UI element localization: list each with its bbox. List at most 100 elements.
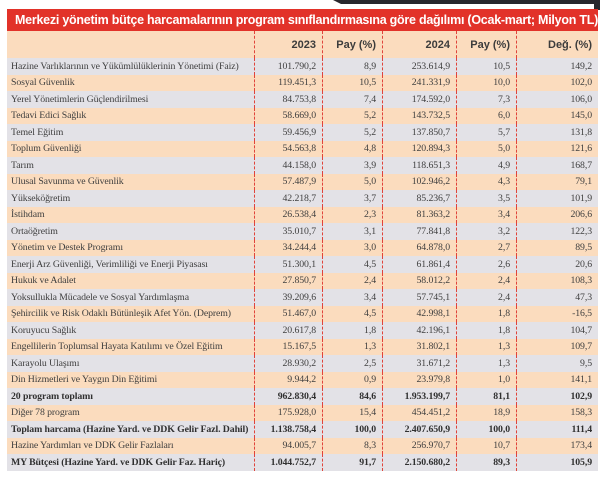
row-label: Hukuk ve Adalet [7,272,255,289]
row-label: Ulusal Savunma ve Güvenlik [7,173,255,190]
cell-pay-2023: 5,2 [323,124,383,141]
cell-2024: 2.150.680,2 [383,454,457,471]
cell-pay-2023: 1,8 [323,322,383,339]
row-label: Tedavi Edici Sağlık [7,107,255,124]
cell-change: 102,0 [570,77,592,89]
cell-pay-2023: 5,2 [323,107,383,124]
cell-pay-2023: 4,5 [323,305,383,322]
cell-2023: 57.487,9 [255,173,323,190]
header-2023: 2023 [255,31,323,58]
row-label: Sosyal Güvenlik [7,74,255,91]
table-row: Din Hizmetleri ve Yaygın Din Eğitimi 9.94… [7,371,598,388]
cell-2023: 44.158,0 [255,157,323,174]
cell-2023: 1.044.752,7 [255,454,323,471]
cell-pay-2024: 2,6 [457,256,517,273]
cell-pay-2023: 100,0 [323,421,383,438]
row-label: Hazine Yardımları ve DDK Gelir Fazlaları [7,437,255,454]
cell-pay-2024: 10,5 [457,58,517,75]
scan-artifact [333,0,600,4]
cell-pay-2023: 8,9 [323,58,383,75]
cell-pay-2024: 1,8 [457,305,517,322]
table-row: Hazine Yardımları ve DDK Gelir Fazlaları… [7,437,598,454]
cell-change: 149,2 [570,60,592,72]
cell-change: 79,1 [575,176,592,188]
cell-pay-2024: 3,4 [457,206,517,223]
cell-pay-2024: 1,0 [457,371,517,388]
cell-change: 206,6 [570,209,592,221]
row-label: Karayolu Ulaşımı [7,355,255,372]
table-row: Yerel Yönetimlerin Güçlendirilmesi 84.753… [7,91,598,108]
row-label: Din Hizmetleri ve Yaygın Din Eğitimi [7,371,255,388]
cell-2024: 31.671,2 [383,355,457,372]
cell-2024: 61.861,4 [383,256,457,273]
cell-pay-2024: 1,3 [457,355,517,372]
cell-2023: 9.944,2 [255,371,323,388]
cell-change: 111,4 [571,423,593,435]
cell-2023: 27.850,7 [255,272,323,289]
table-row: Diğer 78 program 175.928,0 15,4 454.451,2 18… [7,404,598,421]
cell-pay-2024: 7,3 [457,91,517,108]
cell-pay-2023: 1,3 [323,338,383,355]
cell-pay-2024: 2,4 [457,272,517,289]
cell-pay-2024: 100,0 [457,421,517,438]
cell-pay-2024: 10,0 [457,74,517,91]
table-row: Ulusal Savunma ve Güvenlik 57.487,9 5,0 102… [7,173,598,190]
cell-2024: 42.998,1 [383,305,457,322]
cell-change: 47,3 [575,291,592,303]
table-row: Hazine Varlıklarının ve Yükümlülüklerini… [7,58,598,75]
cell-change: 105,9 [570,456,592,468]
row-label: MY Bütçesi (Hazine Yard. ve DDK Gelir Fa… [7,454,255,471]
cell-pay-2023: 5,0 [323,173,383,190]
cell-2024: 102.946,2 [383,173,457,190]
cell-2023: 84.753,8 [255,91,323,108]
row-label: Ortaöğretim [7,223,255,240]
table-row: MY Bütçesi (Hazine Yard. ve DDK Gelir Fa… [7,454,598,471]
cell-2023: 59.456,9 [255,124,323,141]
cell-pay-2023: 15,4 [323,404,383,421]
cell-pay-2023: 10,5 [323,74,383,91]
table-row: Sosyal Güvenlik 119.451,3 10,5 241.331,9 10,… [7,74,598,91]
row-label: Hazine Varlıklarının ve Yükümlülüklerini… [7,58,255,75]
cell-2023: 39.209,6 [255,289,323,306]
cell-2023: 20.617,8 [255,322,323,339]
row-label: İstihdam [7,206,255,223]
header-pay-2024: Pay (%) [457,31,517,58]
cell-change: 104,7 [570,324,592,336]
cell-pay-2023: 91,7 [323,454,383,471]
cell-change: -16,5 [572,308,592,320]
cell-pay-2023: 3,9 [323,157,383,174]
table-row: Yükseköğretim 42.218,7 3,7 85.236,7 3,5 101,9 [7,190,598,207]
header-program [7,31,255,58]
cell-2024: 454.451,2 [383,404,457,421]
cell-pay-2023: 3,1 [323,223,383,240]
cell-2024: 81.363,2 [383,206,457,223]
cell-pay-2024: 81,1 [457,388,517,405]
cell-2023: 51.300,1 [255,256,323,273]
table-row: Temel Eğitim 59.456,9 5,2 137.850,7 5,7 131,8 [7,124,598,141]
cell-2024: 1.953.199,7 [383,388,457,405]
table-row: İstihdam 26.538,4 2,3 81.363,2 3,4 206,6 [7,206,598,223]
cell-2023: 28.930,2 [255,355,323,372]
cell-2023: 101.790,2 [255,58,323,75]
row-label: Tarım [7,157,255,174]
row-label: Engellilerin Toplumsal Hayata Katılımı v… [7,338,255,355]
cell-change: 106,0 [570,93,592,105]
cell-pay-2024: 2,4 [457,289,517,306]
cell-2023: 35.010,7 [255,223,323,240]
table-row: Yoksullukla Mücadele ve Sosyal Yardımlaş… [7,289,598,306]
table-row: Engellilerin Toplumsal Hayata Katılımı v… [7,338,598,355]
cell-2024: 253.614,9 [383,58,457,75]
cell-change: 141,1 [570,374,592,386]
cell-pay-2024: 5,0 [457,140,517,157]
header-change: Değ. (%) [548,38,592,51]
cell-2024: 23.979,8 [383,371,457,388]
cell-pay-2024: 2,7 [457,239,517,256]
cell-pay-2024: 6,0 [457,107,517,124]
cell-pay-2024: 10,7 [457,437,517,454]
row-label: Yükseköğretim [7,190,255,207]
cell-change: 102,9 [570,390,592,402]
table-row: Hukuk ve Adalet 27.850,7 2,4 58.012,2 2,4 108… [7,272,598,289]
table-row: Tarım 44.158,0 3,9 118.651,3 4,9 168,7 [7,157,598,174]
cell-pay-2024: 5,7 [457,124,517,141]
row-label: Temel Eğitim [7,124,255,141]
